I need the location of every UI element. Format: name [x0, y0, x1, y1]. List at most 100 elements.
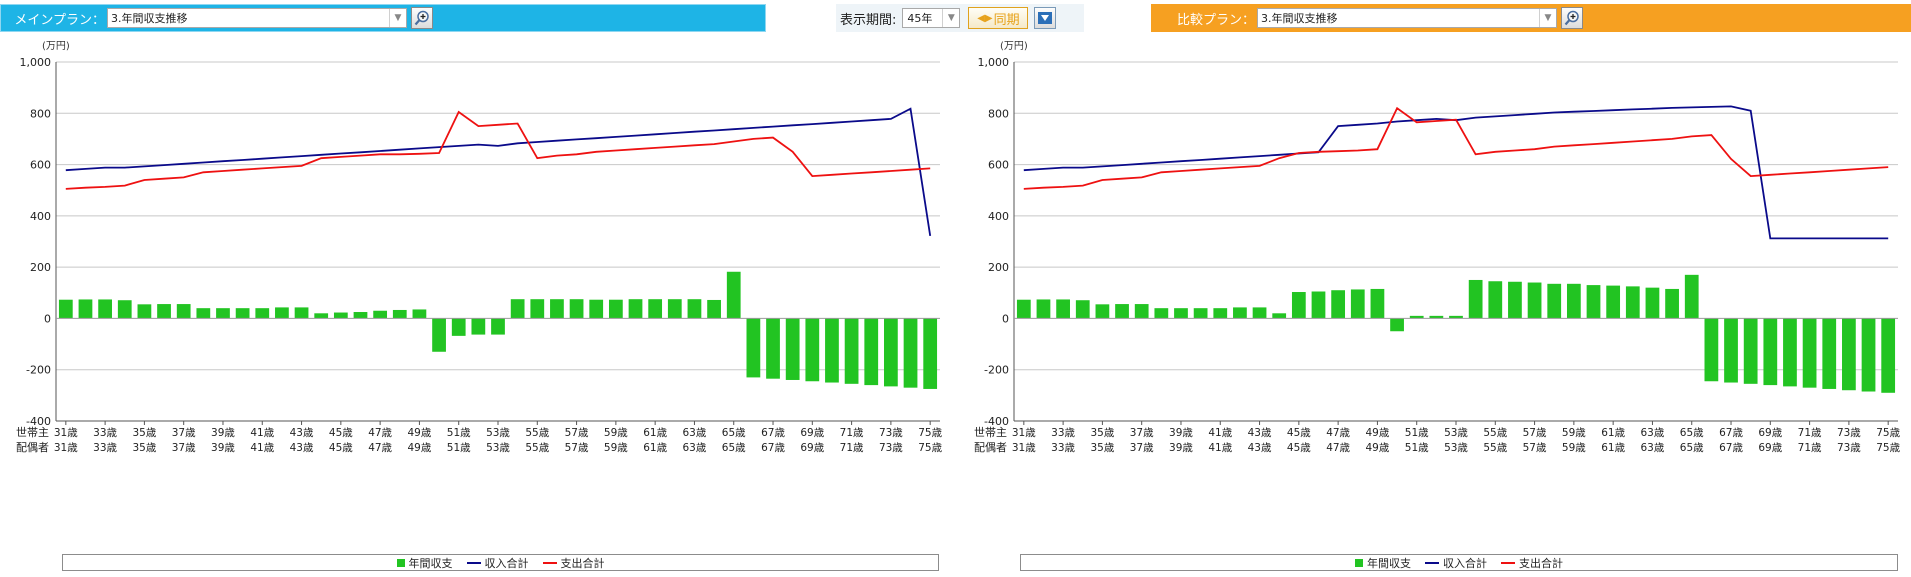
balance-bar	[1704, 318, 1719, 382]
balance-bar	[569, 299, 584, 319]
balance-bar	[510, 299, 525, 319]
balance-bar	[1665, 288, 1679, 319]
balance-bar	[1625, 286, 1640, 319]
balance-bar	[1645, 287, 1660, 319]
balance-bar	[1370, 288, 1385, 319]
x-tick-label-householder: 55歳	[1483, 427, 1507, 439]
x-tick-label-householder: 67歳	[1719, 427, 1743, 439]
y-tick-label: -400	[26, 415, 51, 428]
y-tick-label: -200	[984, 364, 1009, 377]
x-tick-label-householder: 51歳	[1405, 427, 1429, 439]
balance-bar	[1075, 300, 1090, 319]
x-tick-label-householder: 61歳	[643, 427, 667, 439]
collapse-button[interactable]	[1034, 7, 1057, 29]
expense-line	[65, 110, 931, 190]
x-tick-label-spouse: 63歳	[1641, 442, 1665, 454]
x-tick-label-householder: 47歳	[368, 427, 392, 439]
balance-bar	[1684, 274, 1699, 319]
x-tick-label-householder: 33歳	[1051, 427, 1075, 439]
compare-chart-legend: 年間収支 収入合計 支出合計	[1020, 554, 1898, 571]
x-tick-label-spouse: 61歳	[643, 442, 667, 454]
period-select[interactable]: 45年 ▼	[902, 8, 961, 28]
main-plan-zoom-button[interactable]	[411, 7, 433, 29]
balance-bar	[1016, 299, 1031, 319]
balance-bar	[1822, 318, 1837, 389]
balance-bar	[1586, 285, 1601, 319]
x-tick-label-householder: 73歳	[1837, 427, 1861, 439]
x-tick-label-spouse: 57歳	[565, 442, 589, 454]
x-tick-label-householder: 41歳	[250, 427, 274, 439]
balance-bar	[412, 309, 427, 319]
y-tick-label: 0	[1002, 312, 1009, 325]
x-tick-label-spouse: 51歳	[1405, 442, 1429, 454]
y-tick-label: -200	[26, 364, 51, 377]
compare-plan-selected-value: 3.年間収支推移	[1261, 12, 1338, 25]
balance-bar	[608, 299, 623, 319]
legend-item-expense: 支出合計	[1501, 555, 1563, 571]
balance-bar	[589, 299, 604, 319]
x-tick-label-spouse: 55歳	[1483, 442, 1507, 454]
x-tick-label-spouse: 67歳	[1719, 442, 1743, 454]
balance-bar	[766, 318, 780, 379]
balance-bar	[1233, 307, 1247, 319]
compare-plan-chart-svg: (万円)1,0008006004002000-200-40031歳31歳33歳3…	[974, 41, 1901, 454]
balance-bar	[314, 313, 329, 319]
chevron-down-icon[interactable]: ▼	[1539, 9, 1556, 27]
x-tick-label-spouse: 37歳	[1130, 442, 1154, 454]
x-tick-label-spouse: 39歳	[211, 442, 235, 454]
compare-plan-zoom-button[interactable]	[1561, 7, 1583, 29]
main-plan-chart-svg: (万円)1,0008006004002000-200-40031歳31歳33歳3…	[16, 41, 943, 454]
chevron-down-icon[interactable]: ▼	[389, 9, 406, 27]
x-tick-label-householder: 43歳	[1248, 427, 1272, 439]
x-tick-label-spouse: 53歳	[486, 442, 510, 454]
x-tick-label-householder: 43歳	[290, 427, 314, 439]
sync-button[interactable]: ◀▶ 同期	[968, 7, 1029, 29]
balance-bar	[1861, 318, 1876, 392]
legend-swatch-bar	[1355, 558, 1363, 567]
balance-bar	[1154, 308, 1169, 319]
x-tick-label-householder: 53歳	[1444, 427, 1468, 439]
x-tick-label-spouse: 35歳	[1090, 442, 1114, 454]
x-tick-label-spouse: 37歳	[172, 442, 196, 454]
x-tick-label-householder: 37歳	[172, 427, 196, 439]
x-tick-label-householder: 41歳	[1208, 427, 1232, 439]
x-tick-label-householder: 69歳	[1758, 427, 1782, 439]
balance-bar	[1311, 291, 1326, 319]
balance-bar	[78, 299, 93, 319]
row-label-spouse: 配偶者	[16, 441, 49, 454]
balance-bar	[1743, 318, 1758, 384]
balance-bar	[1488, 281, 1503, 319]
balance-bar	[157, 304, 171, 319]
balance-bar	[1390, 318, 1404, 332]
balance-bar	[451, 318, 466, 336]
legend-label: 年間収支	[1367, 556, 1411, 570]
balance-bar	[707, 299, 721, 319]
x-tick-label-householder: 47歳	[1326, 427, 1350, 439]
sync-label: 同期	[993, 12, 1020, 28]
balance-bar	[550, 299, 564, 319]
balance-bar	[392, 309, 407, 319]
x-tick-label-spouse: 73歳	[1837, 442, 1861, 454]
balance-bar	[58, 299, 73, 319]
compare-plan-select[interactable]: 3.年間収支推移 ▼	[1257, 8, 1557, 28]
balance-bar	[864, 318, 879, 386]
x-tick-label-householder: 45歳	[329, 427, 353, 439]
main-plan-select[interactable]: 3.年間収支推移 ▼	[107, 8, 407, 28]
balance-bar	[1291, 292, 1306, 319]
balance-bar	[530, 299, 545, 319]
triangle-down-icon	[1038, 12, 1053, 24]
x-tick-label-spouse: 71歳	[840, 442, 864, 454]
y-tick-label: 400	[30, 210, 51, 223]
unit-label: (万円)	[42, 41, 70, 52]
x-tick-label-householder: 59歳	[604, 427, 628, 439]
compare-plan-chart: (万円) 1,000 800 600 400 200 0 -200 -400 31歳 31歳 33歳 3…	[958, 36, 1908, 577]
x-tick-label-spouse: 75歳	[918, 442, 942, 454]
y-tick-label: 200	[30, 261, 51, 274]
balance-bar	[1193, 308, 1208, 319]
chevron-down-icon[interactable]: ▼	[942, 9, 959, 27]
x-tick-label-householder: 65歳	[722, 427, 746, 439]
x-tick-label-spouse: 61歳	[1601, 442, 1625, 454]
balance-bar	[923, 318, 938, 389]
balance-bar	[1449, 315, 1463, 319]
balance-bar	[255, 308, 270, 319]
